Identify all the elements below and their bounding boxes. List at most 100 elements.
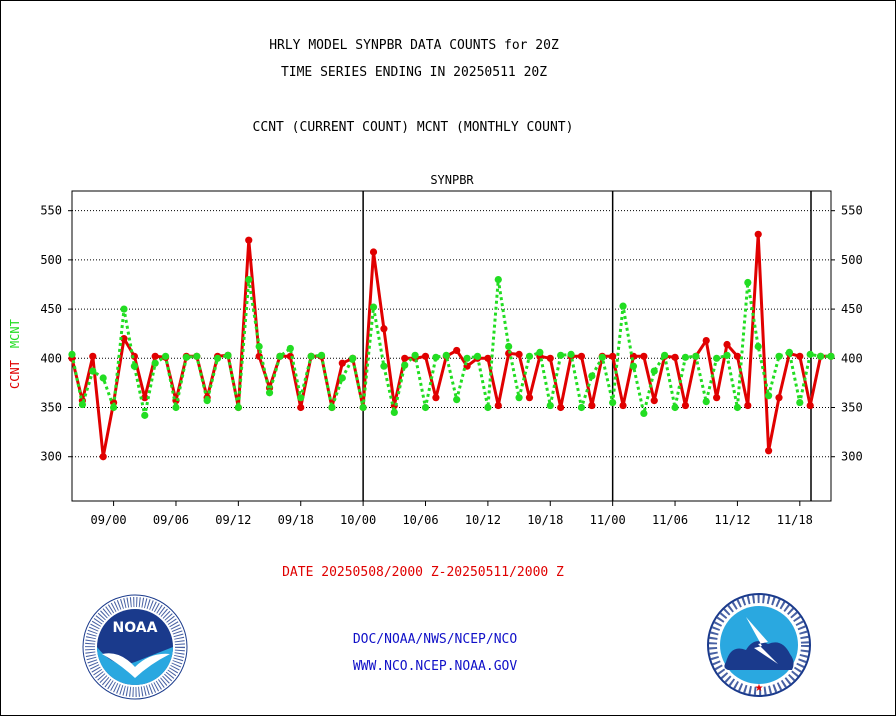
data-point-mcnt bbox=[650, 367, 658, 375]
org-path-link[interactable]: DOC/NOAA/NWS/NCEP/NCO bbox=[352, 632, 518, 647]
data-point-ccnt bbox=[806, 401, 814, 410]
data-point-mcnt bbox=[577, 403, 586, 412]
data-point-mcnt bbox=[609, 398, 617, 407]
data-point-mcnt bbox=[796, 398, 804, 407]
y-tick-label-right: 500 bbox=[841, 253, 863, 267]
data-point-mcnt bbox=[567, 350, 575, 358]
y-tick-label-left: 350 bbox=[40, 401, 62, 415]
date-range-label: DATE 20250508/2000 Z-20250511/2000 Z bbox=[282, 565, 564, 580]
x-tick-label: 09/12 bbox=[215, 513, 251, 527]
data-point-mcnt bbox=[515, 394, 523, 402]
data-point-mcnt bbox=[473, 352, 482, 360]
data-point-ccnt bbox=[619, 401, 627, 410]
data-point-mcnt bbox=[109, 403, 118, 412]
data-point-mcnt bbox=[421, 403, 430, 412]
data-point-ccnt bbox=[151, 352, 159, 360]
data-point-mcnt bbox=[432, 353, 440, 361]
data-point-ccnt bbox=[588, 401, 596, 410]
data-point-mcnt bbox=[78, 400, 86, 409]
data-point-mcnt bbox=[619, 302, 627, 310]
data-point-ccnt bbox=[702, 336, 710, 345]
x-tick-label: 11/06 bbox=[652, 513, 688, 527]
x-tick-label: 10/18 bbox=[527, 513, 563, 527]
y-tick-label-left: 300 bbox=[40, 450, 62, 464]
data-point-ccnt bbox=[338, 359, 346, 367]
data-point-mcnt bbox=[89, 367, 97, 375]
y-tick-label-left: 500 bbox=[40, 253, 62, 267]
data-point-mcnt bbox=[640, 409, 648, 418]
data-point-ccnt bbox=[546, 354, 554, 362]
data-point-mcnt bbox=[317, 351, 326, 359]
data-point-ccnt bbox=[297, 403, 305, 412]
data-point-mcnt bbox=[536, 348, 544, 356]
data-point-ccnt bbox=[754, 230, 762, 238]
data-point-mcnt bbox=[661, 351, 669, 359]
chart-title-line1: HRLY MODEL SYNPBR DATA COUNTS for 20Z bbox=[269, 38, 559, 53]
y-axis-label: CCNTMCNT bbox=[8, 319, 22, 389]
data-point-ccnt bbox=[120, 335, 128, 343]
data-point-mcnt bbox=[806, 350, 814, 358]
data-point-mcnt bbox=[453, 396, 461, 404]
data-point-mcnt bbox=[525, 352, 534, 360]
data-point-mcnt bbox=[401, 361, 409, 369]
x-tick-label: 10/00 bbox=[340, 513, 376, 527]
nws-star-icon: ★ bbox=[755, 683, 764, 694]
data-point-mcnt bbox=[120, 305, 128, 313]
data-point-mcnt bbox=[723, 351, 731, 359]
data-point-mcnt bbox=[359, 403, 367, 412]
data-point-mcnt bbox=[255, 342, 263, 351]
chart-title-line2: TIME SERIES ENDING IN 20250511 20Z bbox=[280, 65, 548, 80]
noaa-logo-text: NOAA bbox=[113, 620, 158, 636]
data-point-mcnt bbox=[307, 352, 315, 360]
data-point-ccnt bbox=[577, 352, 586, 360]
data-point-ccnt bbox=[733, 352, 742, 360]
x-tick-label: 11/12 bbox=[714, 513, 750, 527]
series-line-ccnt bbox=[70, 232, 831, 459]
noaa-logo-icon: NOAA bbox=[82, 594, 188, 700]
data-point-mcnt bbox=[827, 352, 835, 360]
y-tick-label-left: 450 bbox=[40, 302, 62, 316]
data-point-ccnt bbox=[744, 401, 752, 410]
data-point-ccnt bbox=[141, 394, 149, 402]
data-point-mcnt bbox=[557, 351, 565, 359]
x-tick-label: 09/18 bbox=[278, 513, 314, 527]
x-tick-label: 11/00 bbox=[590, 513, 626, 527]
data-point-mcnt bbox=[484, 403, 492, 412]
data-point-ccnt bbox=[99, 453, 107, 461]
data-point-mcnt bbox=[754, 342, 762, 351]
data-point-mcnt bbox=[349, 354, 357, 362]
data-point-mcnt bbox=[369, 303, 378, 311]
data-point-mcnt bbox=[765, 392, 773, 400]
website-link[interactable]: WWW.NCO.NCEP.NOAA.GOV bbox=[352, 659, 518, 674]
data-point-mcnt bbox=[442, 351, 450, 359]
chart-plot: 300 300 350 350 400 400 450 450 500 500 550 550 09/0… bbox=[8, 173, 863, 527]
data-point-mcnt bbox=[224, 351, 232, 359]
data-point-ccnt bbox=[484, 354, 492, 362]
data-point-ccnt bbox=[650, 397, 658, 405]
x-tick-label: 09/06 bbox=[153, 513, 189, 527]
data-point-mcnt bbox=[713, 354, 721, 362]
data-point-mcnt bbox=[598, 353, 606, 361]
data-point-ccnt bbox=[796, 352, 804, 360]
data-point-mcnt bbox=[702, 398, 710, 406]
data-point-ccnt bbox=[681, 401, 690, 410]
data-point-mcnt bbox=[588, 372, 596, 380]
data-point-mcnt bbox=[328, 403, 336, 412]
data-point-mcnt bbox=[245, 275, 253, 284]
y-tick-label-left: 550 bbox=[40, 204, 62, 218]
data-point-ccnt bbox=[609, 352, 617, 360]
data-point-mcnt bbox=[172, 403, 180, 412]
data-point-mcnt bbox=[286, 344, 294, 353]
data-point-mcnt bbox=[505, 342, 513, 351]
data-point-ccnt bbox=[723, 340, 731, 349]
data-point-mcnt bbox=[141, 411, 149, 419]
data-point-mcnt bbox=[338, 374, 346, 382]
data-point-mcnt bbox=[297, 394, 305, 402]
data-point-mcnt bbox=[130, 362, 138, 370]
data-point-mcnt bbox=[785, 348, 794, 356]
data-point-ccnt bbox=[89, 352, 97, 360]
series-line-mcnt bbox=[70, 278, 831, 417]
data-point-mcnt bbox=[411, 351, 419, 359]
data-point-ccnt bbox=[775, 394, 783, 402]
data-point-ccnt bbox=[432, 394, 440, 402]
